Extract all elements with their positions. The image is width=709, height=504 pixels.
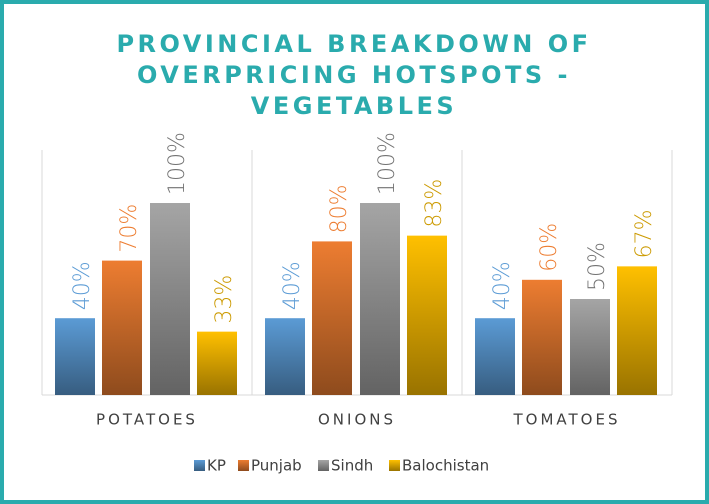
value-label: 50% bbox=[585, 242, 610, 291]
value-label: 67% bbox=[632, 209, 657, 258]
legend-swatch bbox=[194, 460, 205, 471]
bar bbox=[407, 235, 447, 395]
legend-swatch bbox=[238, 460, 249, 471]
legend-swatch bbox=[389, 460, 400, 471]
bar bbox=[360, 203, 400, 395]
bar bbox=[312, 241, 352, 395]
chart-title: OVERPRICING HOTSPOTS - bbox=[137, 61, 571, 89]
value-label: 100% bbox=[375, 132, 400, 195]
bar bbox=[265, 318, 305, 395]
x-tick-label: ONIONS bbox=[318, 411, 396, 429]
value-label: 40% bbox=[280, 261, 305, 310]
bar bbox=[102, 260, 142, 395]
x-tick-label: TOMATOES bbox=[513, 411, 621, 429]
bar bbox=[522, 279, 562, 395]
bar bbox=[475, 318, 515, 395]
value-label: 40% bbox=[70, 261, 95, 310]
value-label: 83% bbox=[422, 179, 447, 228]
value-label: 80% bbox=[327, 184, 352, 233]
value-label: 70% bbox=[117, 204, 142, 253]
legend-label: Balochistan bbox=[402, 457, 489, 475]
legend-label: Sindh bbox=[331, 457, 373, 475]
value-label: 60% bbox=[537, 223, 562, 272]
legend-label: KP bbox=[207, 457, 226, 475]
chart-title: VEGETABLES bbox=[251, 92, 457, 120]
bar bbox=[570, 299, 610, 395]
chart-title: PROVINCIAL BREAKDOWN OF bbox=[116, 30, 591, 58]
bar bbox=[55, 318, 95, 395]
value-label: 100% bbox=[165, 132, 190, 195]
bar bbox=[197, 331, 237, 395]
bar bbox=[617, 266, 657, 395]
x-tick-label: POTATOES bbox=[96, 411, 198, 429]
value-label: 40% bbox=[490, 261, 515, 310]
value-label: 33% bbox=[212, 275, 237, 324]
legend-label: Punjab bbox=[251, 457, 302, 475]
bar bbox=[150, 203, 190, 395]
legend-swatch bbox=[318, 460, 329, 471]
